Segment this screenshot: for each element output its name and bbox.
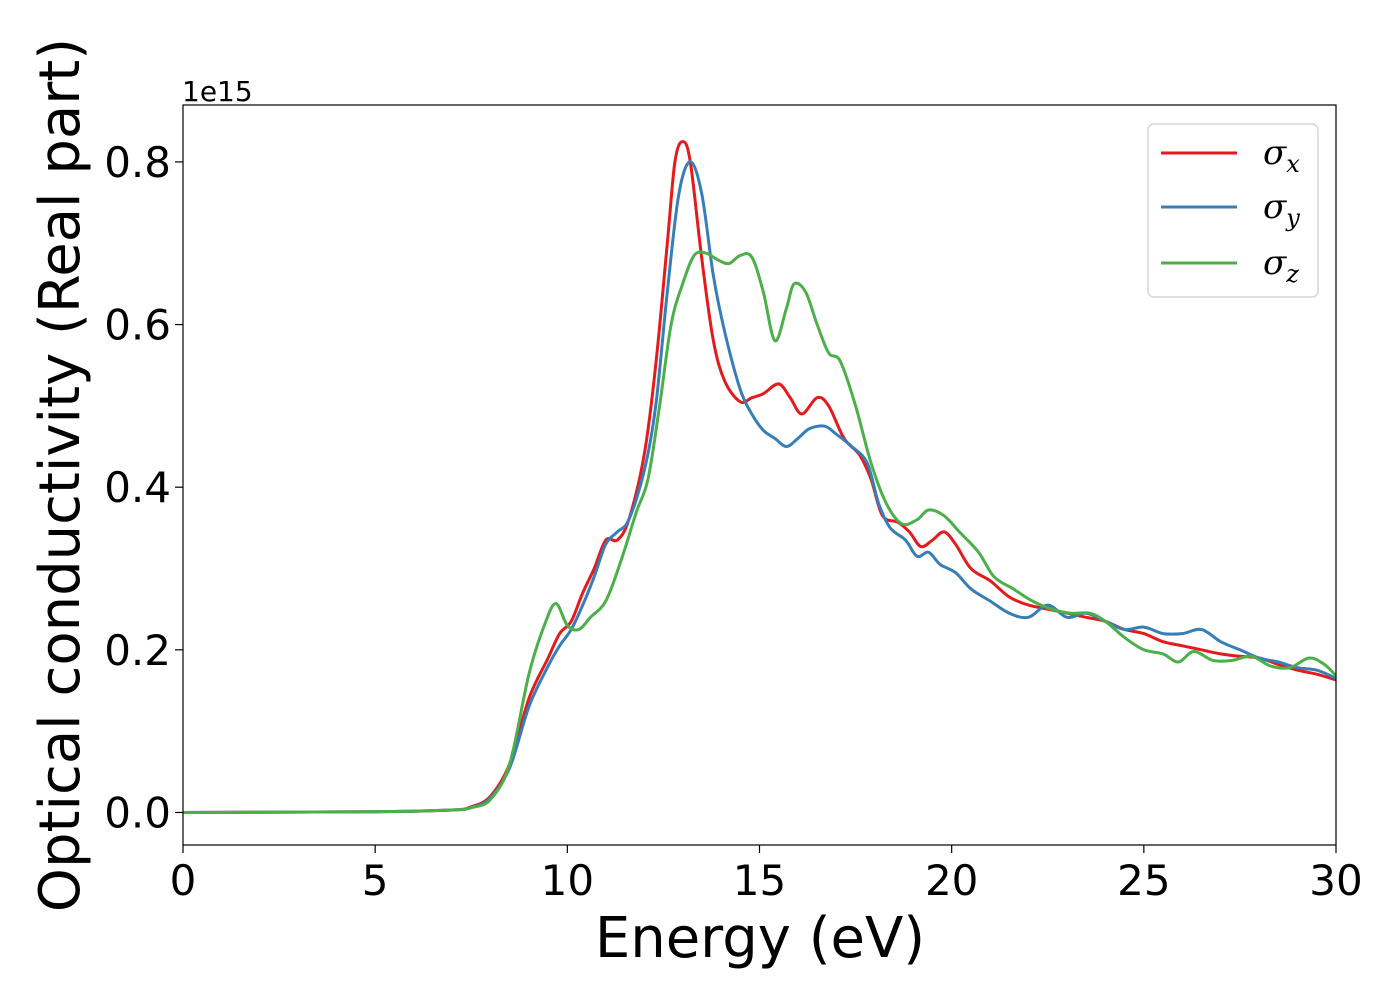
- y-tick-label: 0.4: [104, 463, 171, 512]
- x-axis: 0 5 10 15 20 25 30: [170, 845, 1363, 905]
- legend-box: [1147, 123, 1319, 298]
- y-tick-label: 0.6: [104, 301, 171, 350]
- x-tick-label: 20: [925, 856, 978, 905]
- legend-subscript: x: [1286, 150, 1300, 178]
- legend-item-y: σy: [1161, 187, 1300, 232]
- y-tick-label: 0.0: [104, 788, 171, 837]
- series-layer: [183, 140, 1336, 814]
- legend-label: σx: [1263, 133, 1300, 178]
- y-axis: 0.0 0.2 0.4 0.6 0.8: [104, 138, 183, 837]
- y-offset-text: 1e15: [182, 75, 253, 108]
- x-tick-label: 0: [170, 856, 197, 905]
- x-tick-label: 25: [1117, 856, 1170, 905]
- y-tick-label: 0.2: [104, 626, 171, 675]
- x-tick-label: 30: [1309, 856, 1362, 905]
- x-tick-label: 15: [733, 856, 786, 905]
- legend-subscript: y: [1285, 204, 1300, 232]
- y-axis-title: Optical conductivity (Real part): [28, 38, 93, 912]
- legend-subscript: z: [1285, 260, 1299, 288]
- x-tick-label: 5: [362, 856, 389, 905]
- y-tick-label: 0.8: [104, 138, 171, 187]
- x-axis-title: Energy (eV): [595, 906, 925, 971]
- series-line-y: [183, 160, 1336, 814]
- x-tick-label: 10: [541, 856, 594, 905]
- series-line-x: [183, 140, 1336, 814]
- legend-item-x: σx: [1161, 133, 1300, 178]
- series-line-z: [183, 250, 1336, 814]
